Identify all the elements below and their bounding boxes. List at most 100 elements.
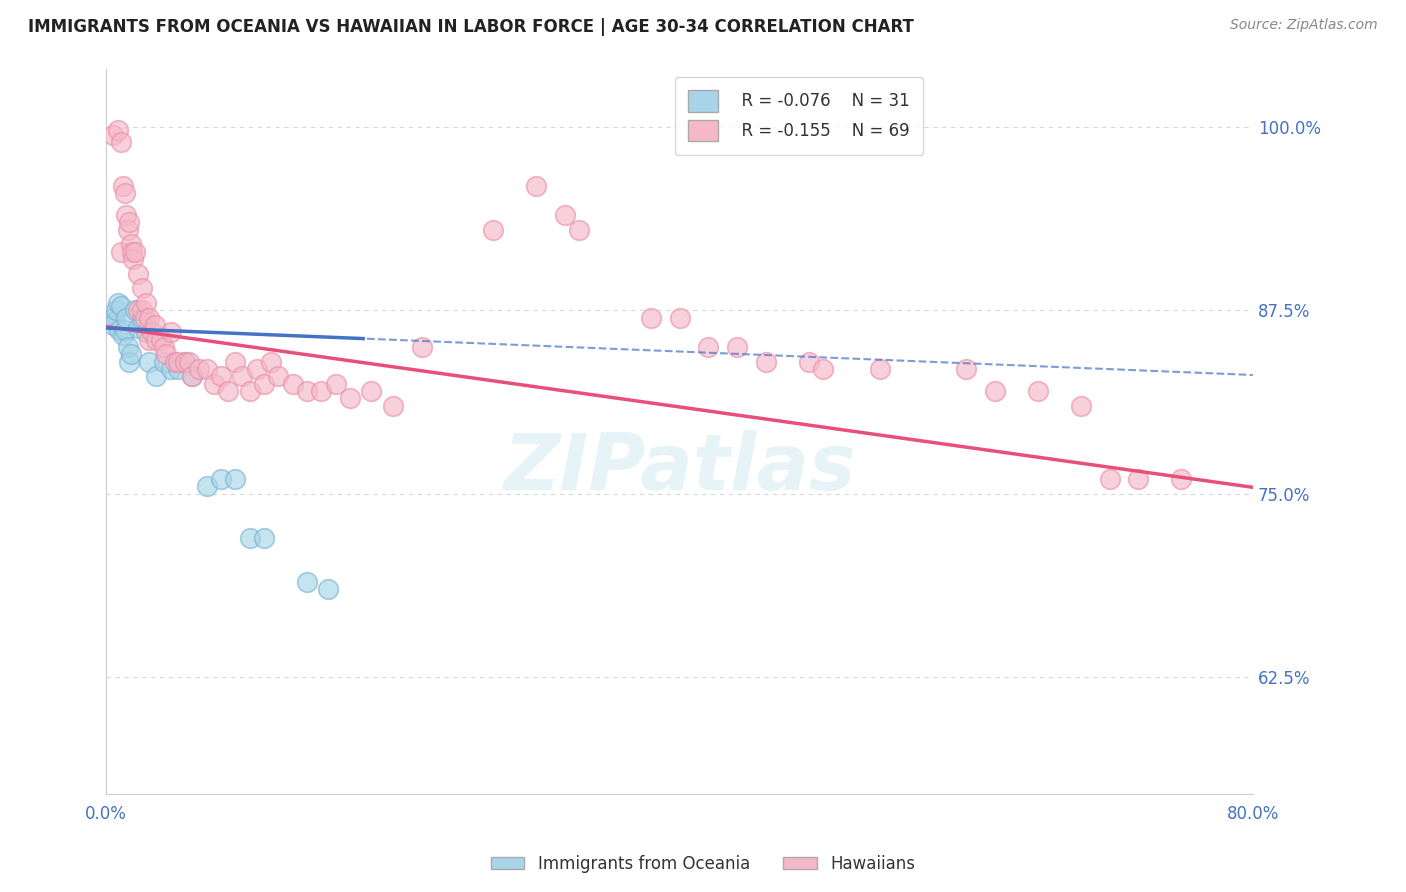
Point [181,369,204,384]
Point [309,384,332,398]
Point [231,369,253,384]
Point [145,369,167,384]
Point [163,355,186,369]
Point [224,472,246,486]
Point [181,369,204,384]
Point [103,318,125,332]
Point [984,384,1007,398]
Point [174,355,197,369]
Point [1128,472,1150,486]
Point [134,310,156,325]
Point [141,326,163,340]
Point [114,322,136,336]
Point [381,399,404,413]
Point [725,340,748,354]
Point [1026,384,1049,398]
Point [145,333,167,347]
Point [104,314,127,328]
Point [754,355,776,369]
Point [110,299,132,313]
Point [103,310,125,325]
Point [260,355,283,369]
Point [138,355,160,369]
Point [195,479,218,493]
Point [339,392,361,406]
Point [138,333,160,347]
Point [224,355,246,369]
Point [127,267,149,281]
Point [118,215,141,229]
Point [120,347,142,361]
Point [122,252,145,267]
Point [246,362,269,376]
Point [202,376,225,391]
Point [797,355,820,369]
Point [640,310,662,325]
Point [360,384,382,398]
Point [135,296,157,310]
Point [124,244,146,259]
Point [554,208,576,222]
Point [135,326,157,340]
Point [115,208,138,222]
Point [195,362,218,376]
Point [131,303,153,318]
Point [209,369,232,384]
Point [295,384,318,398]
Point [188,362,211,376]
Point [209,472,232,486]
Point [253,531,276,545]
Point [117,340,139,354]
Text: IMMIGRANTS FROM OCEANIA VS HAWAIIAN IN LABOR FORCE | AGE 30-34 CORRELATION CHART: IMMIGRANTS FROM OCEANIA VS HAWAIIAN IN L… [28,18,914,36]
Point [159,362,181,376]
Point [267,369,290,384]
Text: ZIPatlas: ZIPatlas [503,430,856,506]
Point [869,362,891,376]
Point [120,237,142,252]
Point [131,281,153,295]
Point [152,340,174,354]
Point [482,223,505,237]
Point [127,303,149,318]
Point [115,310,138,325]
Point [124,303,146,318]
Point [149,333,172,347]
Point [281,376,304,391]
Point [117,223,139,237]
Point [524,178,547,193]
Point [1170,472,1192,486]
Point [127,321,149,335]
Point [110,135,132,149]
Point [295,574,318,589]
Point [179,355,201,369]
Legend:   R = -0.076    N = 31,   R = -0.155    N = 69: R = -0.076 N = 31, R = -0.155 N = 69 [675,77,924,154]
Point [112,328,135,343]
Point [110,244,132,259]
Point [155,347,177,361]
Point [811,362,834,376]
Point [697,340,720,354]
Point [118,355,141,369]
Point [238,531,260,545]
Legend: Immigrants from Oceania, Hawaiians: Immigrants from Oceania, Hawaiians [485,848,921,880]
Point [1098,472,1121,486]
Text: Source: ZipAtlas.com: Source: ZipAtlas.com [1230,18,1378,32]
Point [152,355,174,369]
Point [174,355,197,369]
Point [167,355,190,369]
Point [1070,399,1092,413]
Point [325,376,347,391]
Point [568,223,591,237]
Point [107,123,129,137]
Point [167,362,190,376]
Point [253,376,276,391]
Point [112,178,135,193]
Point [318,582,340,596]
Point [103,128,125,142]
Point [105,303,128,318]
Point [108,322,131,336]
Point [238,384,260,398]
Point [131,310,153,325]
Point [121,244,143,259]
Point [217,384,239,398]
